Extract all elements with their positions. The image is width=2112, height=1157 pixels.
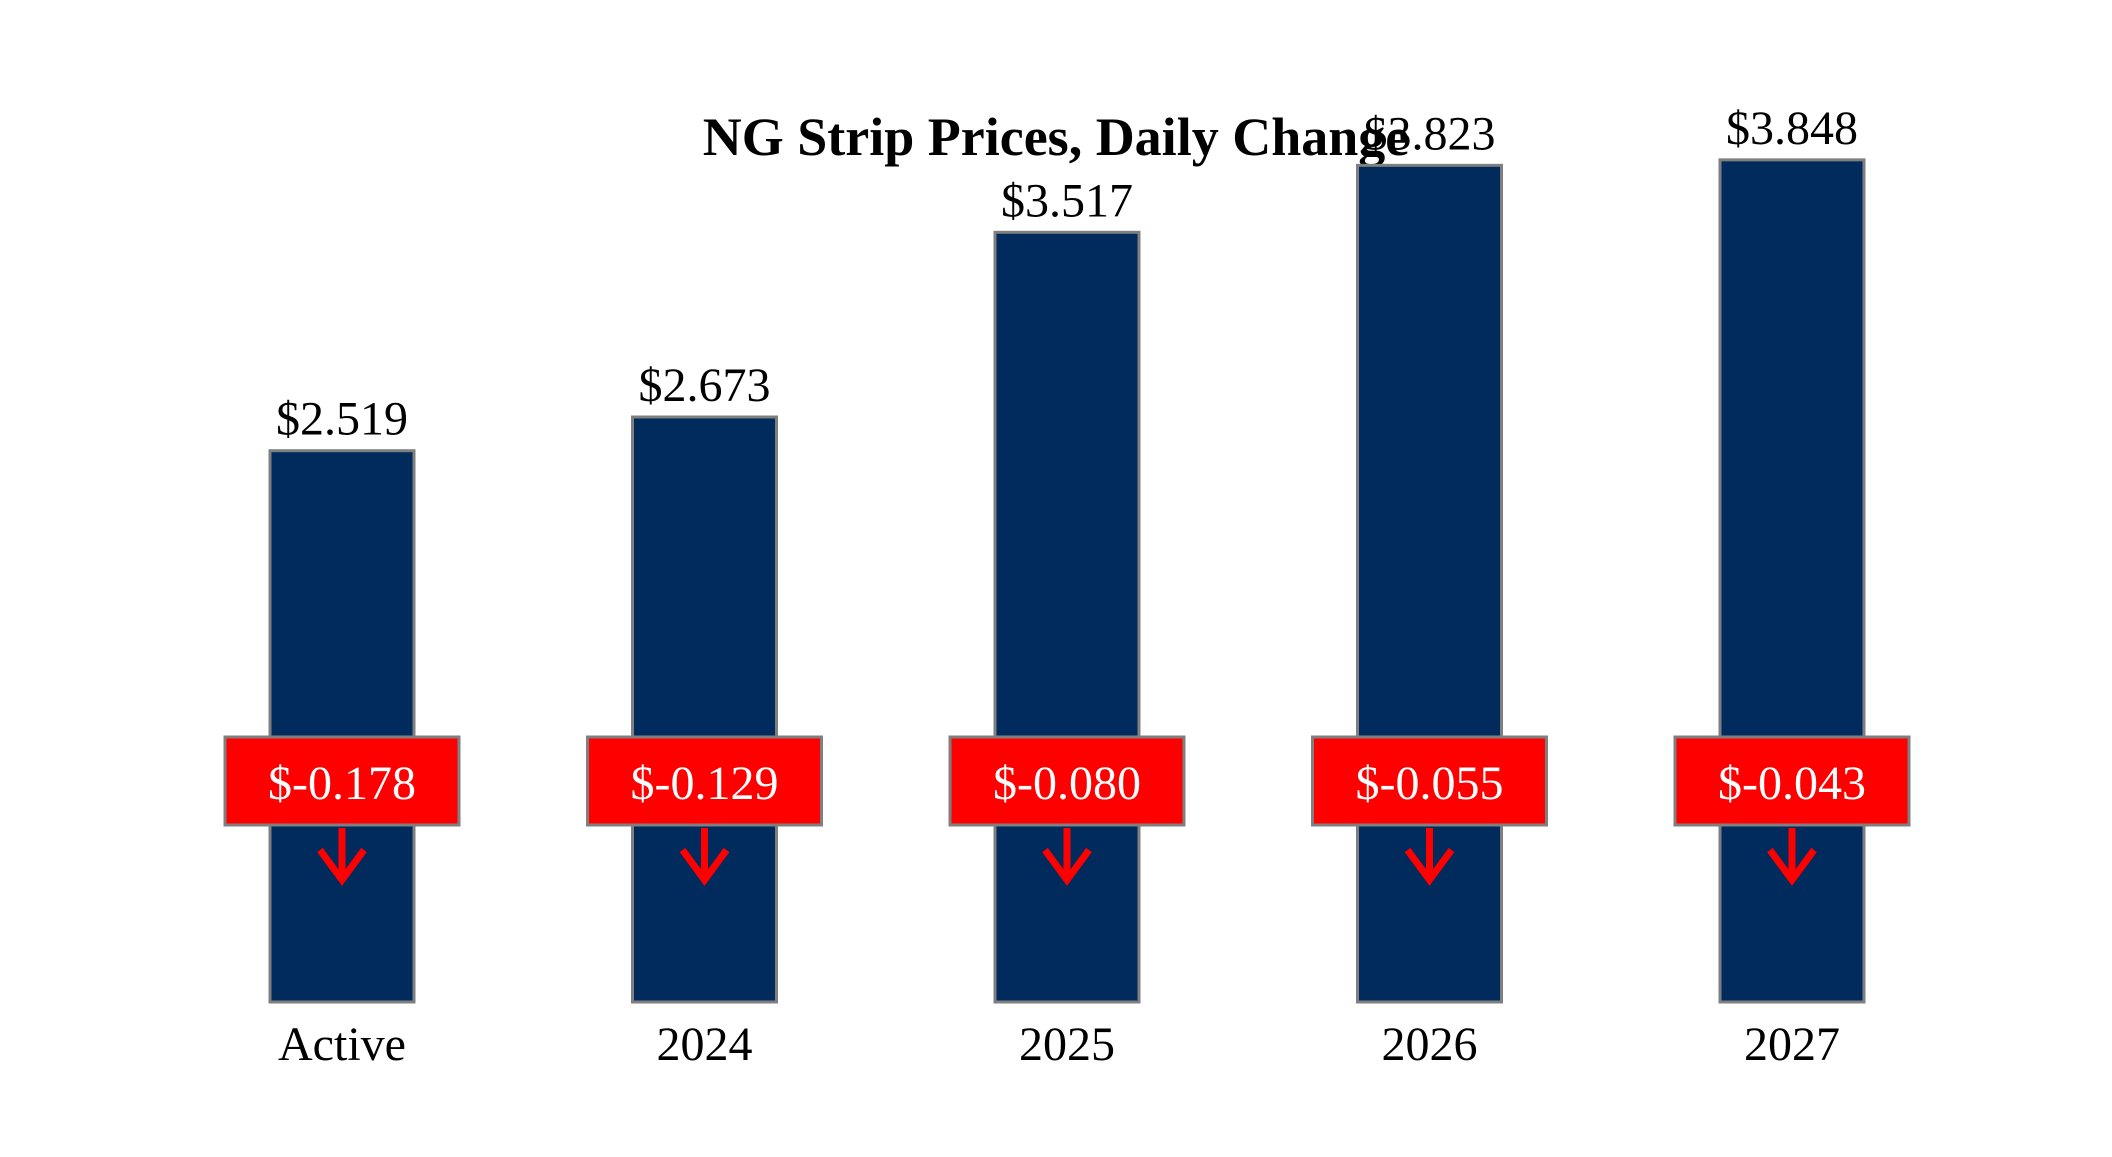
change-label: $-0.043 xyxy=(1718,757,1866,810)
bar-value-label: $2.519 xyxy=(276,393,408,446)
arrow-down-icon xyxy=(679,828,730,886)
change-badge xyxy=(948,735,1186,827)
bar-value-label: $3.823 xyxy=(1364,107,1496,160)
change-badge xyxy=(223,735,461,827)
change-badge xyxy=(586,735,823,827)
change-label: $-0.129 xyxy=(631,757,779,810)
bar-value-label: $2.673 xyxy=(639,359,771,412)
x-tick-label: 2027 xyxy=(1744,1018,1840,1071)
x-tick-label: 2024 xyxy=(657,1018,753,1071)
arrow-down-icon xyxy=(1404,828,1455,886)
bar-value-label: $3.848 xyxy=(1726,102,1858,155)
change-label: $-0.055 xyxy=(1356,757,1504,810)
change-badge xyxy=(1673,735,1911,827)
arrow-down-icon xyxy=(317,828,367,886)
bar xyxy=(993,230,1141,1004)
x-tick-label: 2026 xyxy=(1382,1018,1478,1071)
bars-layer xyxy=(268,158,1866,1004)
change-badge xyxy=(1311,735,1548,827)
bar xyxy=(268,449,416,1004)
changes-layer: $-0.178 $-0.129 $-0.080 $-0.055 $-0.043 xyxy=(223,735,1911,886)
labels-layer: $2.519 Active $2.673 2024 $3.517 2025 $3.823 20… xyxy=(276,102,1858,1071)
x-tick-label: Active xyxy=(278,1018,406,1071)
bar-value-label: $3.517 xyxy=(1001,174,1133,227)
change-label: $-0.080 xyxy=(993,757,1141,810)
arrow-down-icon xyxy=(1042,828,1092,886)
bar xyxy=(631,415,778,1004)
chart-title: NG Strip Prices, Daily Change xyxy=(703,107,1409,167)
x-tick-label: 2025 xyxy=(1019,1018,1115,1071)
change-label: $-0.178 xyxy=(268,757,416,810)
arrow-down-icon xyxy=(1767,828,1817,886)
